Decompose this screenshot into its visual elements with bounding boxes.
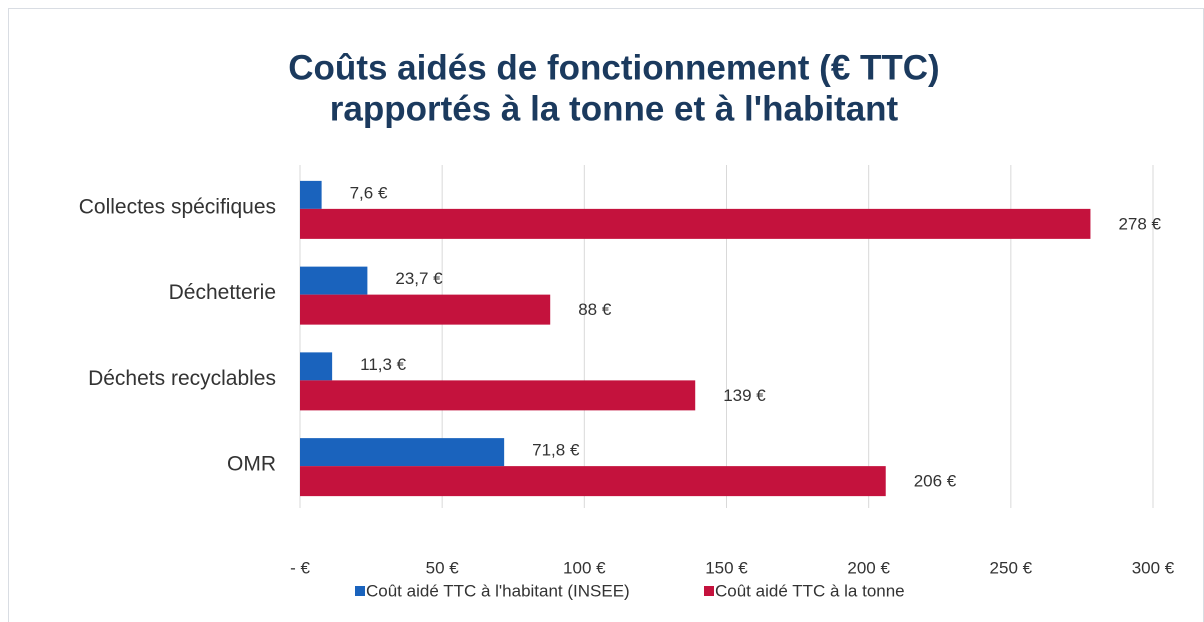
bar bbox=[300, 180, 322, 209]
x-tick-label: 100 € bbox=[563, 558, 606, 577]
data-label: 139 € bbox=[723, 386, 766, 405]
data-label: 278 € bbox=[1118, 214, 1161, 233]
data-label: 7,6 € bbox=[350, 183, 388, 202]
x-tick-label: 200 € bbox=[847, 558, 890, 577]
chart-title: Coûts aidés de fonctionnement (€ TTC) bbox=[288, 48, 939, 87]
bar bbox=[300, 208, 1091, 239]
data-label: 23,7 € bbox=[395, 269, 443, 288]
category-label: OMR bbox=[227, 453, 276, 476]
legend-swatch bbox=[704, 586, 714, 596]
data-label: 71,8 € bbox=[532, 441, 580, 460]
category-label: Déchets recyclables bbox=[88, 367, 276, 390]
legend-label: Coût aidé TTC à la tonne bbox=[715, 581, 905, 600]
x-tick-label: - € bbox=[290, 558, 310, 577]
data-label: 206 € bbox=[914, 472, 957, 491]
x-tick-label: 50 € bbox=[426, 558, 460, 577]
bar bbox=[300, 438, 505, 467]
bar bbox=[300, 294, 551, 325]
chart-title: rapportés à la tonne et à l'habitant bbox=[330, 89, 899, 128]
legend-swatch bbox=[355, 586, 365, 596]
bar bbox=[300, 266, 368, 295]
x-tick-label: 300 € bbox=[1132, 558, 1175, 577]
bar bbox=[300, 352, 333, 381]
data-label: 88 € bbox=[578, 300, 612, 319]
data-label: 11,3 € bbox=[360, 355, 407, 374]
x-tick-label: 250 € bbox=[990, 558, 1033, 577]
legend-label: Coût aidé TTC à l'habitant (INSEE) bbox=[366, 581, 630, 600]
bar bbox=[300, 466, 886, 497]
category-label: Déchetterie bbox=[169, 281, 276, 304]
x-tick-label: 150 € bbox=[705, 558, 748, 577]
category-label: Collectes spécifiques bbox=[79, 195, 276, 218]
bar bbox=[300, 380, 696, 411]
